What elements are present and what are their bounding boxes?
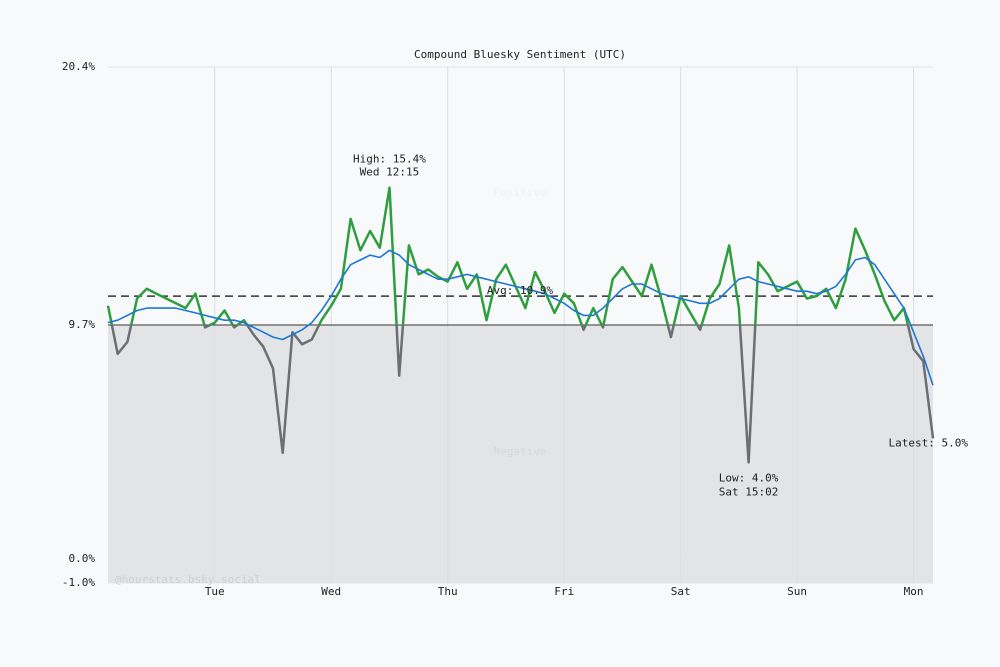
zone-label: Negative <box>494 445 547 458</box>
x-tick-label: Fri <box>554 585 574 598</box>
x-tick-label: Tue <box>205 585 225 598</box>
zone-label: Positive <box>494 186 547 199</box>
high-time: Wed 12:15 <box>360 166 420 179</box>
chart-title: Compound Bluesky Sentiment (UTC) <box>414 48 626 61</box>
y-tick-label: 20.4% <box>62 60 95 73</box>
low-time: Sat 15:02 <box>719 485 779 498</box>
y-tick-label: 0.0% <box>69 552 96 565</box>
x-tick-label: Wed <box>321 585 341 598</box>
x-tick-label: Sun <box>787 585 807 598</box>
watermark: @hourstats.bsky.social <box>115 573 261 586</box>
x-tick-label: Mon <box>904 585 924 598</box>
y-tick-label: -1.0% <box>62 576 95 589</box>
smoothed-line <box>107 249 934 386</box>
low-label: Low: 4.0% <box>719 471 779 484</box>
y-tick-label: 9.7% <box>69 318 96 331</box>
average-label: Avg: 10.9% <box>487 284 554 297</box>
latest-label: Latest: 5.0% <box>889 436 969 449</box>
x-tick-label: Thu <box>438 585 458 598</box>
high-label: High: 15.4% <box>353 153 426 166</box>
negative-zone <box>108 325 933 583</box>
x-tick-label: Sat <box>671 585 691 598</box>
